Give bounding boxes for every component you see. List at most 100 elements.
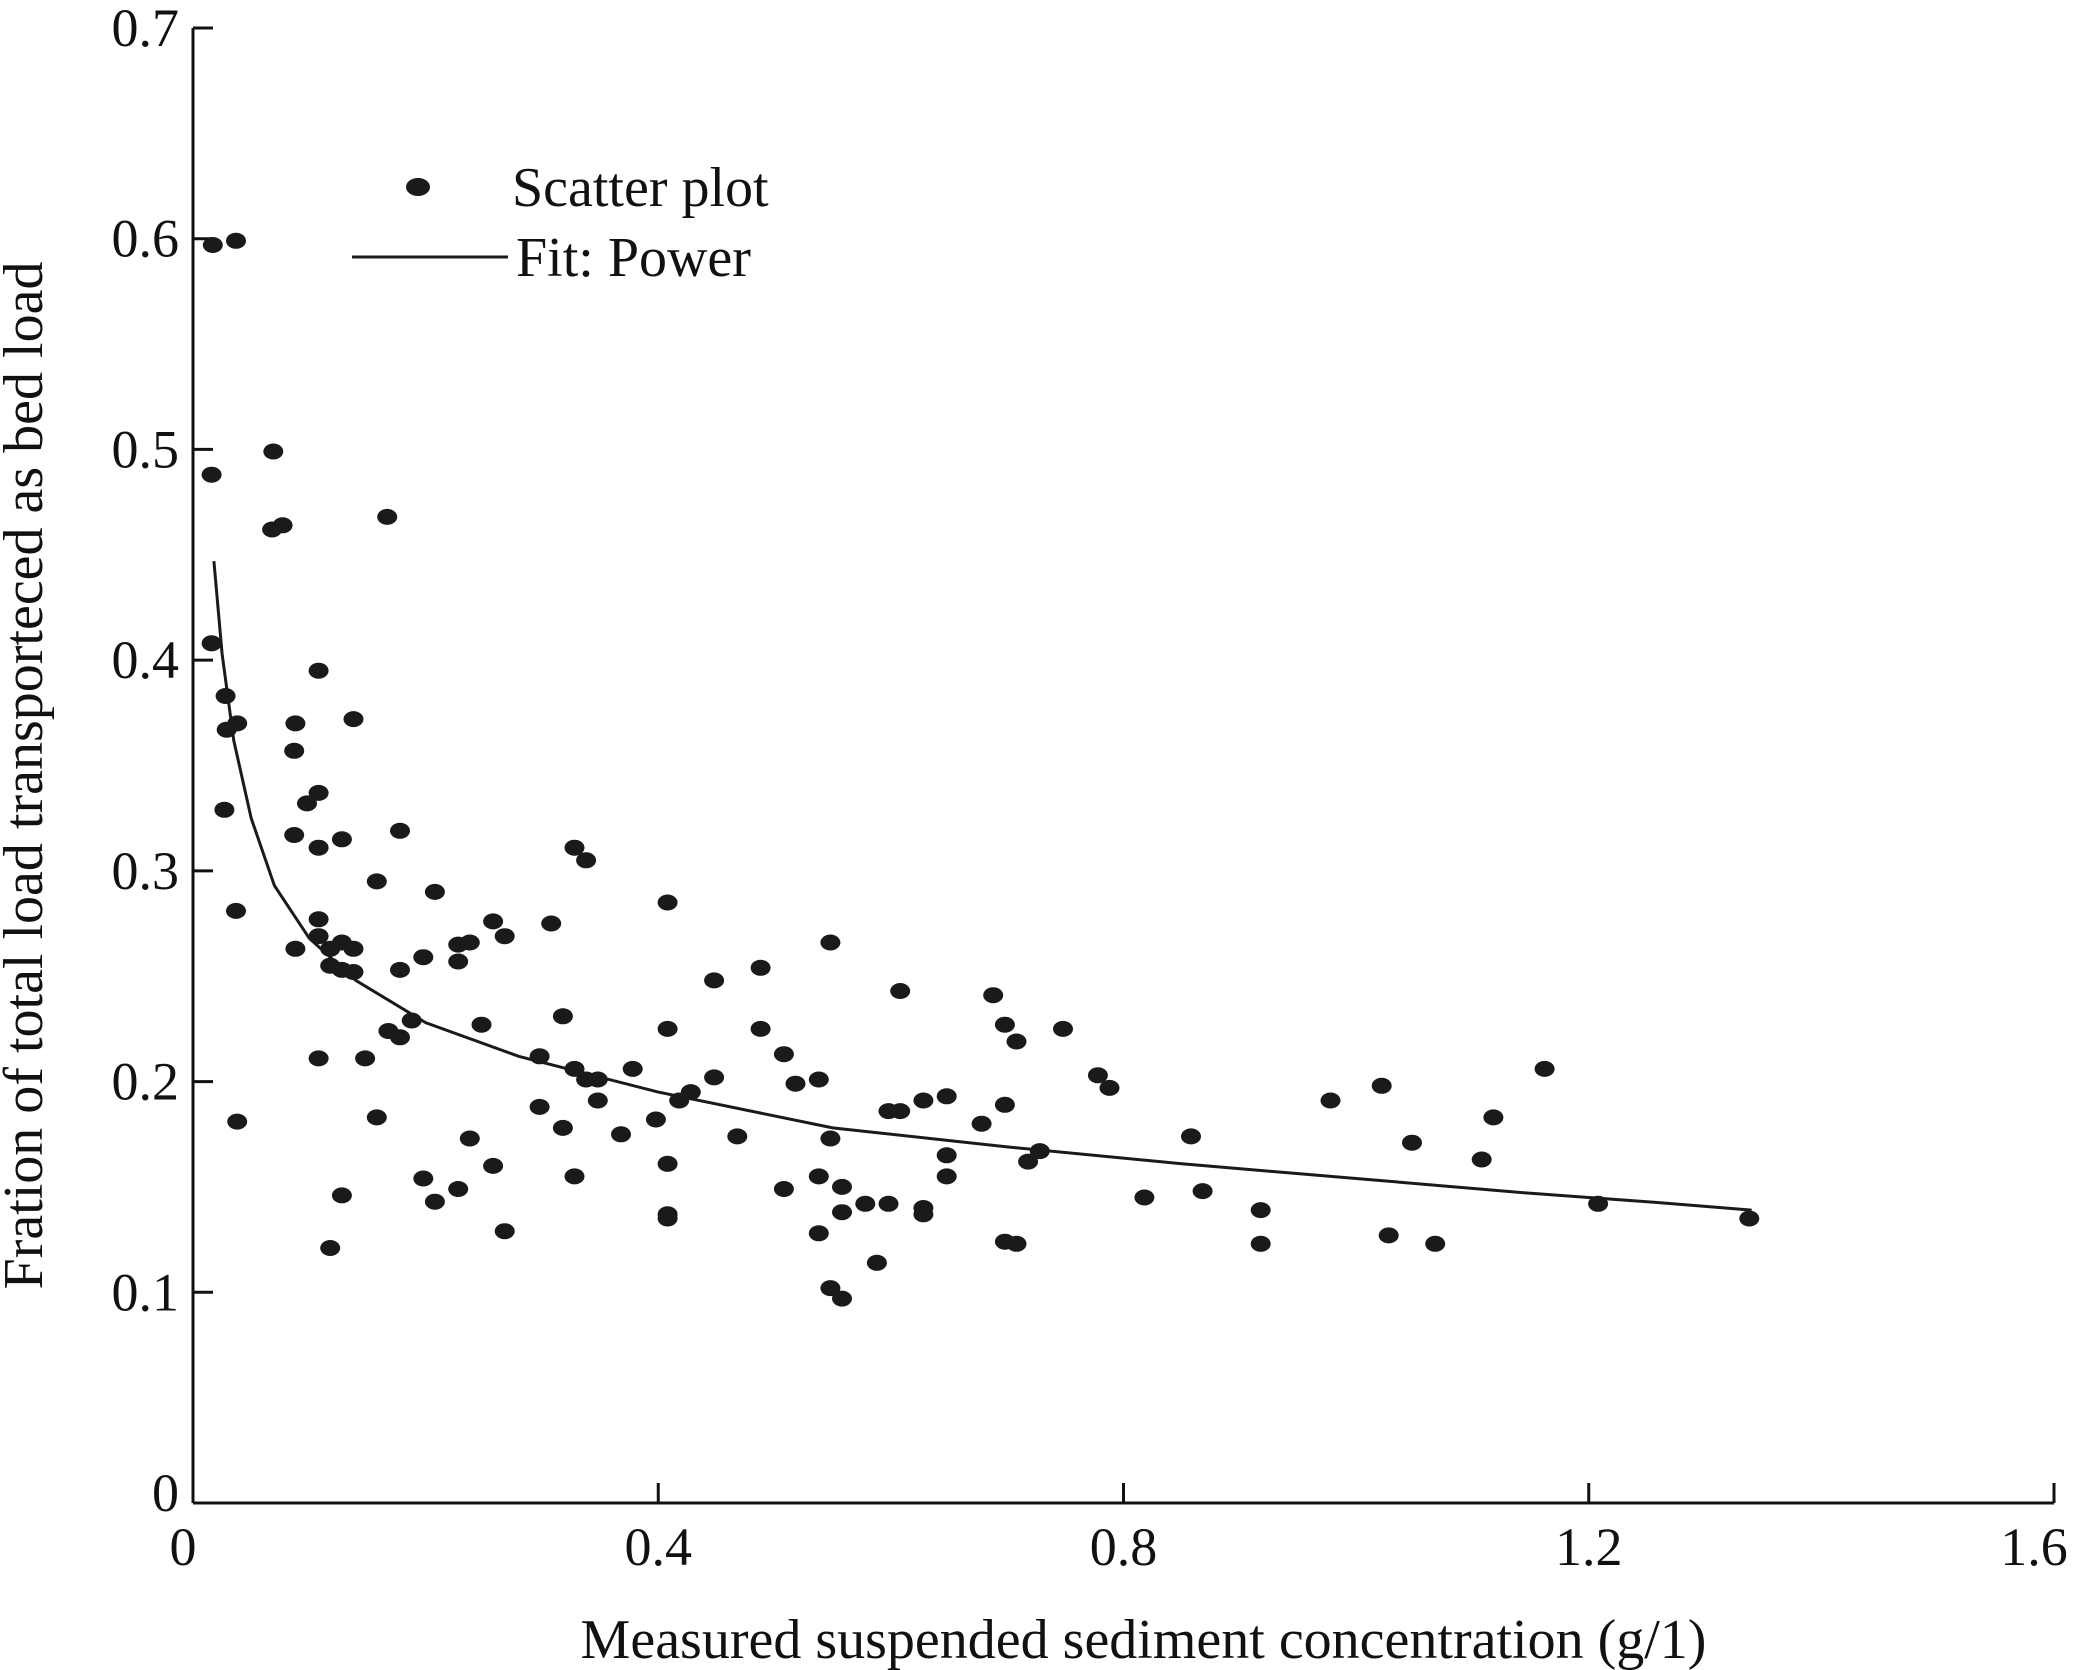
scatter-point bbox=[727, 1128, 748, 1145]
scatter-point bbox=[494, 928, 515, 945]
scatter-point bbox=[366, 1109, 387, 1126]
scatter-point bbox=[1371, 1077, 1392, 1094]
scatter-point bbox=[285, 940, 306, 957]
scatter-point bbox=[308, 1050, 329, 1067]
scatter-point bbox=[343, 964, 364, 980]
scatter-point bbox=[1378, 1227, 1399, 1244]
scatter-point bbox=[587, 1092, 608, 1109]
scatter-point bbox=[390, 961, 410, 978]
scatter-point bbox=[226, 902, 246, 919]
scatter-point bbox=[529, 1098, 550, 1115]
scatter-point bbox=[1053, 1020, 1073, 1037]
scatter-point bbox=[1425, 1235, 1446, 1252]
scatter-point bbox=[424, 883, 445, 900]
scatter-point bbox=[529, 1048, 550, 1065]
scatter-point bbox=[448, 953, 469, 970]
scatter-point bbox=[272, 517, 293, 534]
scatter-point bbox=[459, 1130, 480, 1147]
x-tick-label: 0.8 bbox=[1090, 1517, 1158, 1577]
scatter-point bbox=[297, 795, 317, 812]
scatter-point bbox=[564, 839, 585, 856]
scatter-point bbox=[366, 873, 387, 890]
scatter-point bbox=[343, 711, 364, 728]
scatter-point bbox=[611, 1126, 631, 1143]
scatter-point bbox=[1320, 1092, 1341, 1109]
scatter-point bbox=[227, 1113, 248, 1130]
y-ticks: 0 0.1 0.2 0.3 0.4 0.5 0.6 0.7 bbox=[112, 0, 213, 1523]
scatter-point bbox=[1534, 1060, 1555, 1077]
scatter-point bbox=[913, 1206, 934, 1223]
scatter-point bbox=[878, 1195, 899, 1212]
scatter-point bbox=[1483, 1109, 1504, 1126]
scatter-point bbox=[936, 1168, 957, 1185]
scatter-point bbox=[483, 1157, 504, 1174]
scatter-point bbox=[308, 839, 329, 856]
scatter-point bbox=[320, 1240, 341, 1256]
scatter-point bbox=[785, 1075, 806, 1092]
scatter-point bbox=[936, 1088, 957, 1105]
scatter-point bbox=[355, 1050, 376, 1067]
scatter-point bbox=[808, 1168, 829, 1185]
scatter-point bbox=[832, 1204, 852, 1221]
scatter-point bbox=[263, 443, 284, 460]
fit-power-line bbox=[212, 560, 1752, 1212]
scatter-point bbox=[832, 1178, 852, 1195]
scatter-point bbox=[855, 1195, 876, 1212]
scatter-point bbox=[1402, 1134, 1422, 1151]
scatter-point bbox=[773, 1046, 794, 1063]
scatter-point bbox=[331, 1187, 352, 1204]
scatter-point bbox=[284, 742, 305, 759]
scatter-point bbox=[1192, 1183, 1213, 1200]
scatter-point bbox=[564, 1168, 585, 1185]
scatter-point bbox=[552, 1008, 573, 1025]
scatter-point bbox=[1099, 1079, 1120, 1096]
scatter-point bbox=[331, 831, 352, 848]
scatter-point bbox=[1087, 1067, 1108, 1084]
scatter-point bbox=[1588, 1195, 1609, 1212]
scatter-point bbox=[284, 827, 305, 843]
x-axis-title: Measured suspended sediment concentratio… bbox=[581, 1609, 1707, 1670]
scatter-point bbox=[820, 1130, 841, 1147]
scatter-point bbox=[622, 1060, 643, 1077]
scatter-point bbox=[494, 1223, 515, 1240]
scatter-point bbox=[657, 1020, 678, 1037]
y-axis-title: Fration of total load transporteced as b… bbox=[0, 262, 55, 1290]
scatter-point bbox=[424, 1193, 445, 1210]
scatter-point bbox=[201, 466, 222, 483]
scatter-point bbox=[471, 1016, 492, 1033]
y-tick-label: 0.2 bbox=[112, 1052, 180, 1112]
scatter-point bbox=[832, 1290, 852, 1307]
y-tick-label: 0.1 bbox=[112, 1262, 180, 1322]
scatter-point bbox=[994, 1016, 1015, 1033]
scatter-point bbox=[808, 1225, 829, 1242]
scatter-point bbox=[227, 715, 248, 732]
scatter-point bbox=[704, 972, 725, 989]
scatter-point bbox=[320, 940, 341, 957]
x-ticks: 0 0.4 0.8 1.2 1.6 bbox=[170, 1483, 2068, 1577]
scatter-point bbox=[994, 1096, 1015, 1113]
scatter-point bbox=[308, 928, 329, 945]
scatter-point bbox=[285, 715, 306, 732]
scatter-point bbox=[1006, 1235, 1027, 1252]
legend-scatter-marker bbox=[406, 178, 430, 196]
scatter-point bbox=[936, 1147, 957, 1164]
scatter-point bbox=[401, 1012, 422, 1029]
scatter-point bbox=[552, 1119, 573, 1136]
scatter-point bbox=[820, 1280, 841, 1297]
scatter-point bbox=[657, 1210, 678, 1227]
x-tick-label: 1.2 bbox=[1555, 1517, 1623, 1577]
scatter-point bbox=[704, 1069, 725, 1086]
y-tick-label: 0.5 bbox=[112, 419, 180, 479]
scatter-point bbox=[971, 1115, 992, 1132]
scatter-point bbox=[750, 1020, 771, 1037]
scatter-point bbox=[448, 1181, 469, 1197]
scatter-point bbox=[226, 232, 246, 249]
scatter-point bbox=[390, 822, 410, 839]
scatter-point bbox=[820, 934, 841, 951]
scatter-point bbox=[308, 784, 329, 801]
scatter-point bbox=[808, 1071, 829, 1088]
scatter-point bbox=[680, 1084, 701, 1101]
x-tick-label: 1.6 bbox=[2000, 1517, 2068, 1577]
scatter-point bbox=[541, 915, 562, 932]
